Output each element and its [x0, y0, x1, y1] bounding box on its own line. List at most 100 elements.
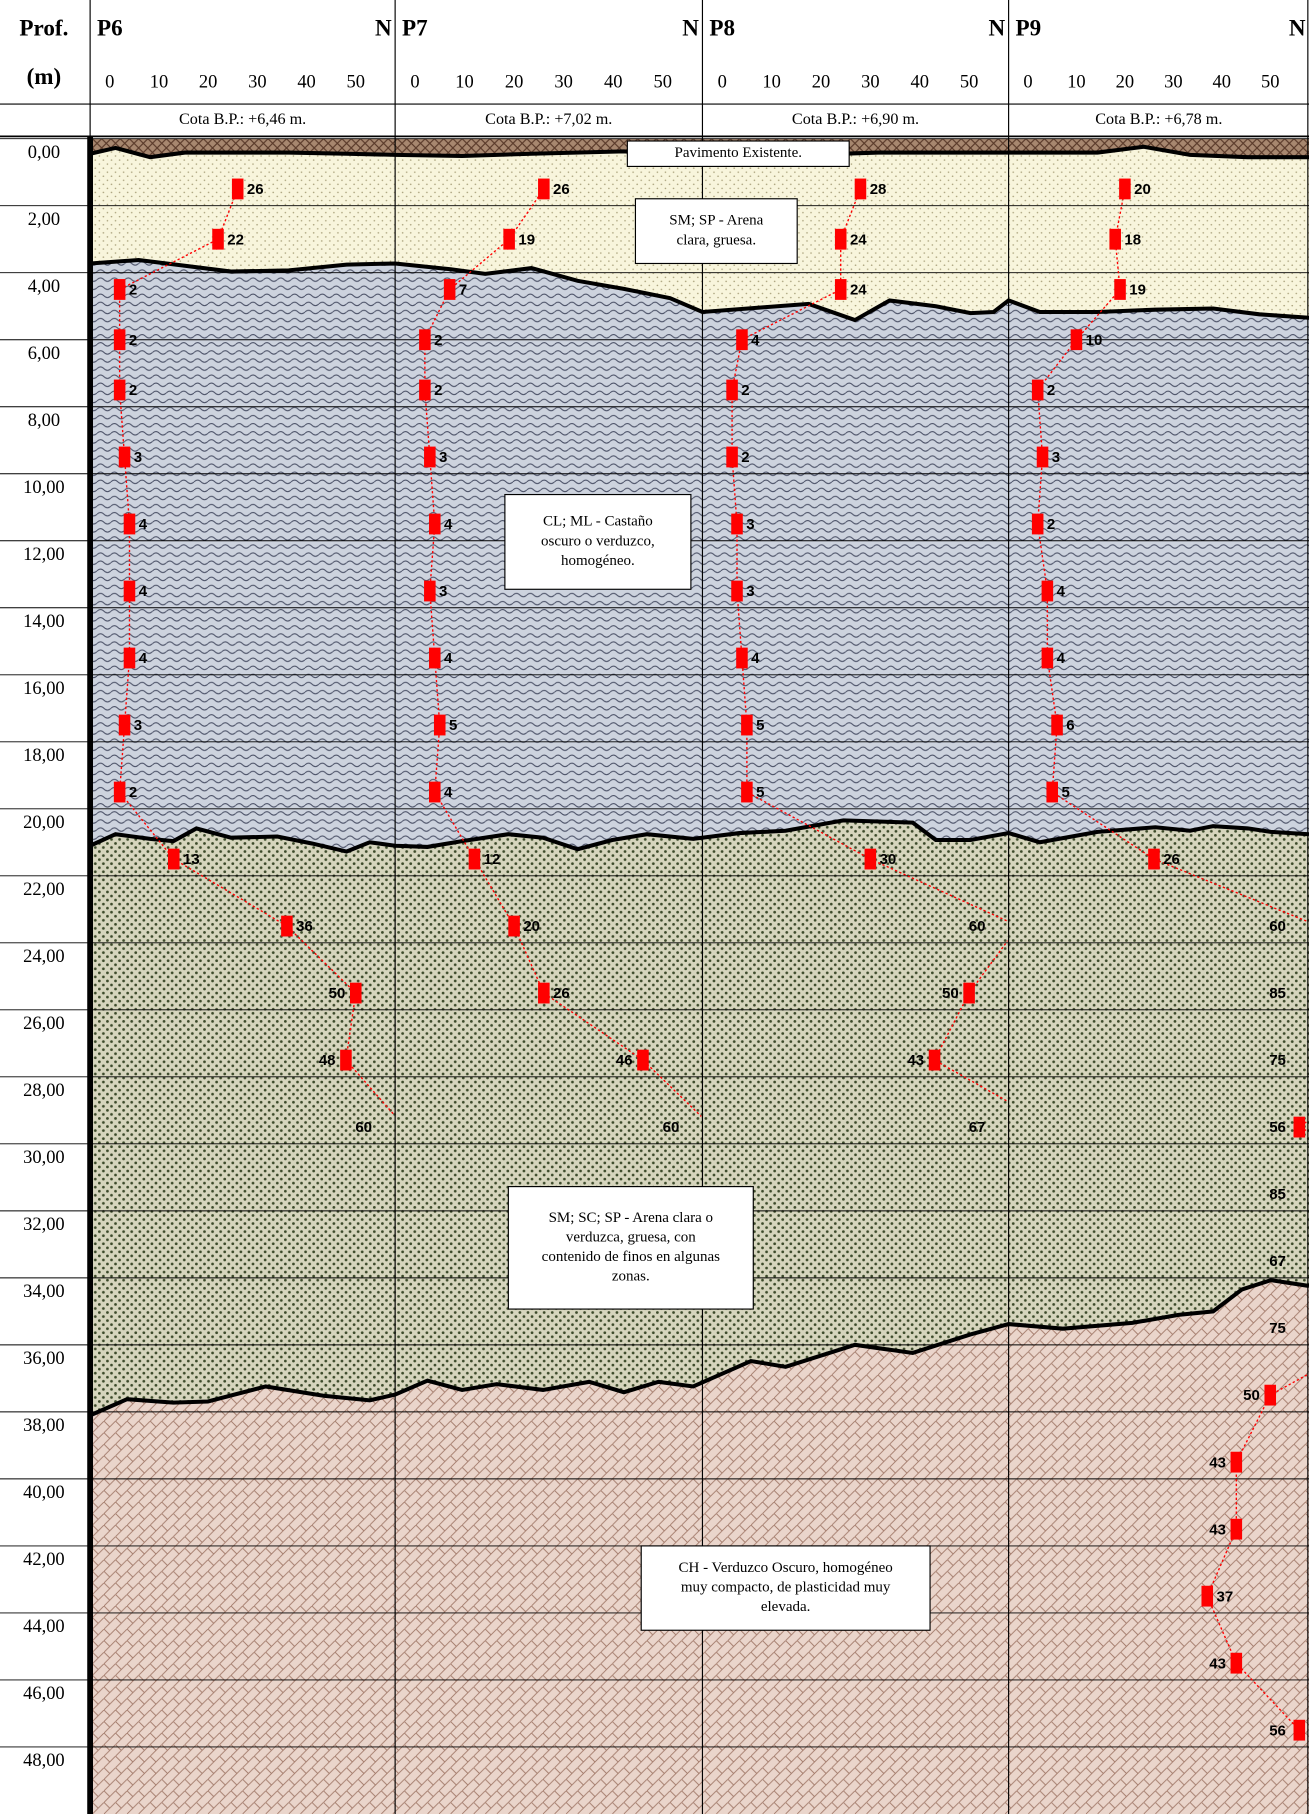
n-value-label: 5	[756, 784, 764, 801]
n-value-label: 43	[1209, 1521, 1226, 1538]
n-marker	[736, 647, 748, 669]
x-axis-title: N	[988, 14, 1005, 40]
x-tick-label: 40	[604, 71, 622, 91]
n-value-label: 3	[746, 583, 754, 600]
n-line	[424, 188, 702, 1118]
layer-label: muy compacto, de plasticidad muy	[681, 1580, 891, 1596]
n-marker	[854, 178, 867, 200]
n-value-label: 85	[1269, 1186, 1286, 1203]
x-tick-label: 30	[1164, 71, 1182, 91]
n-value-label: 85	[1269, 985, 1286, 1002]
n-value-label: 7	[459, 282, 467, 299]
y-tick-label: 42,00	[23, 1549, 65, 1569]
y-tick-label: 34,00	[23, 1281, 65, 1301]
n-marker	[468, 848, 481, 870]
layer-box	[626, 140, 850, 168]
n-value-label: 4	[751, 650, 760, 667]
x-tick-label: 0	[1023, 71, 1032, 91]
x-tick-label: 0	[718, 71, 727, 91]
layer-label: CH - Verduzco Oscuro, homogéneo	[678, 1560, 892, 1576]
n-value-label: 2	[129, 784, 137, 801]
n-marker	[212, 228, 224, 250]
x-tick-label: 0	[410, 71, 419, 91]
n-marker	[736, 329, 748, 351]
n-value-label: 2	[129, 382, 137, 399]
x-tick-label: 30	[554, 71, 572, 91]
x-axis-title: N	[1289, 14, 1306, 40]
n-marker	[726, 446, 738, 468]
n-value-label: 26	[247, 181, 264, 198]
n-value-label: 60	[1269, 918, 1286, 935]
n-value-label: 4	[751, 332, 760, 349]
n-marker	[424, 446, 436, 468]
n-value-label: 3	[746, 516, 754, 533]
n-marker	[1041, 580, 1054, 602]
n-value-label: 43	[1209, 1655, 1226, 1672]
x-tick-label: 10	[150, 71, 168, 91]
n-value-label: 22	[227, 231, 244, 248]
y-tick-label: 44,00	[23, 1616, 65, 1636]
n-value-label: 13	[183, 851, 200, 868]
n-value-label: 50	[942, 985, 959, 1002]
n-marker	[637, 1049, 649, 1071]
n-marker	[1031, 513, 1044, 535]
n-value-label: 2	[434, 332, 442, 349]
y-tick-label: 2,00	[28, 209, 60, 229]
n-value-label: 6	[1066, 717, 1074, 734]
depth-title: Prof.	[19, 14, 68, 40]
layer-label: oscuro o verduzco,	[541, 533, 655, 549]
n-marker	[1264, 1384, 1277, 1406]
y-tick-label: 28,00	[23, 1080, 65, 1100]
y-tick-label: 36,00	[23, 1348, 65, 1368]
n-value-label: 4	[444, 650, 453, 667]
n-marker	[419, 329, 431, 351]
layer-box	[507, 1186, 754, 1310]
layer-box	[640, 1545, 931, 1631]
x-tick-label: 50	[1261, 71, 1279, 91]
n-value-label: 67	[1269, 1253, 1286, 1270]
n-marker	[1293, 1719, 1306, 1741]
y-tick-label: 26,00	[23, 1013, 65, 1033]
n-marker	[419, 379, 431, 401]
y-tick-label: 14,00	[23, 611, 65, 631]
n-value-label: 67	[969, 1119, 986, 1136]
n-value-label: 60	[969, 918, 986, 935]
n-marker	[538, 982, 550, 1004]
panel-title: P9	[1016, 14, 1042, 40]
n-marker	[503, 228, 515, 250]
y-tick-label: 40,00	[23, 1482, 65, 1502]
n-value-label: 75	[1269, 1320, 1286, 1337]
layer-boundary	[89, 257, 1309, 323]
n-value-label: 2	[129, 282, 137, 299]
n-marker	[433, 714, 446, 736]
n-value-label: 2	[434, 382, 442, 399]
n-marker	[231, 178, 244, 200]
n-marker	[538, 178, 550, 200]
panel-title: P7	[402, 14, 428, 40]
depth-unit: (m)	[27, 63, 62, 89]
n-value-label: 3	[439, 583, 447, 600]
layer-boundary	[89, 818, 1309, 854]
n-marker	[726, 379, 738, 401]
n-value-label: 4	[139, 650, 148, 667]
n-marker	[1114, 279, 1126, 300]
n-marker	[1036, 446, 1049, 468]
n-value-label: 3	[134, 717, 142, 734]
soil-layer	[90, 260, 1309, 852]
y-tick-label: 10,00	[23, 477, 65, 497]
x-tick-label: 40	[297, 71, 315, 91]
n-value-label: 20	[1134, 181, 1151, 198]
layer-box	[504, 493, 692, 590]
n-value-label: 19	[1129, 282, 1146, 299]
y-tick-label: 16,00	[23, 678, 65, 698]
n-value-label: 24	[850, 231, 867, 248]
n-marker	[118, 446, 131, 468]
x-tick-label: 0	[105, 71, 114, 91]
n-marker	[731, 580, 743, 602]
layer-label: CL; ML - Castaño	[543, 514, 653, 530]
n-line	[731, 188, 1008, 1103]
